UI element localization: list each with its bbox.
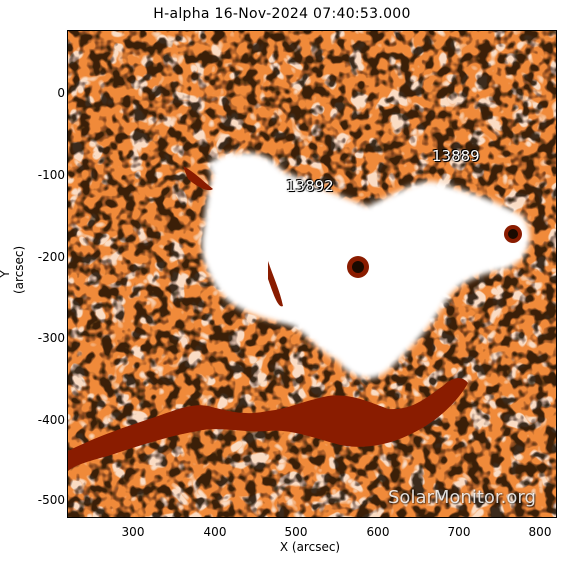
region-label-13889: 13889 — [432, 147, 480, 165]
x-tick-label: 500 — [284, 525, 308, 539]
region-label-13892: 13892 — [286, 177, 334, 195]
x-axis-label: X (arcsec) — [279, 540, 341, 554]
x-tick-label: 700 — [447, 525, 471, 539]
sunspot-right — [504, 225, 522, 243]
solar-image: 13892 13889 SolarMonitor.org — [67, 30, 557, 518]
y-tick-label: -500 — [37, 493, 65, 507]
y-tick-label: 0 — [57, 86, 65, 100]
filament — [68, 166, 468, 471]
x-tick-label: 600 — [366, 525, 390, 539]
y-tick-label: -300 — [37, 331, 65, 345]
y-tick-label: -400 — [37, 413, 65, 427]
watermark: SolarMonitor.org — [388, 487, 536, 508]
x-tick-label: 300 — [121, 525, 145, 539]
sunspot-left — [347, 256, 369, 278]
x-tick-label: 400 — [203, 525, 227, 539]
x-tick-label: 800 — [528, 525, 552, 539]
image-title: H-alpha 16-Nov-2024 07:40:53.000 — [153, 6, 411, 22]
y-axis-label: Y (arcsec) — [0, 245, 26, 294]
halpha-image — [68, 31, 556, 517]
y-tick-label: -100 — [37, 168, 65, 182]
y-tick-label: -200 — [37, 250, 65, 264]
